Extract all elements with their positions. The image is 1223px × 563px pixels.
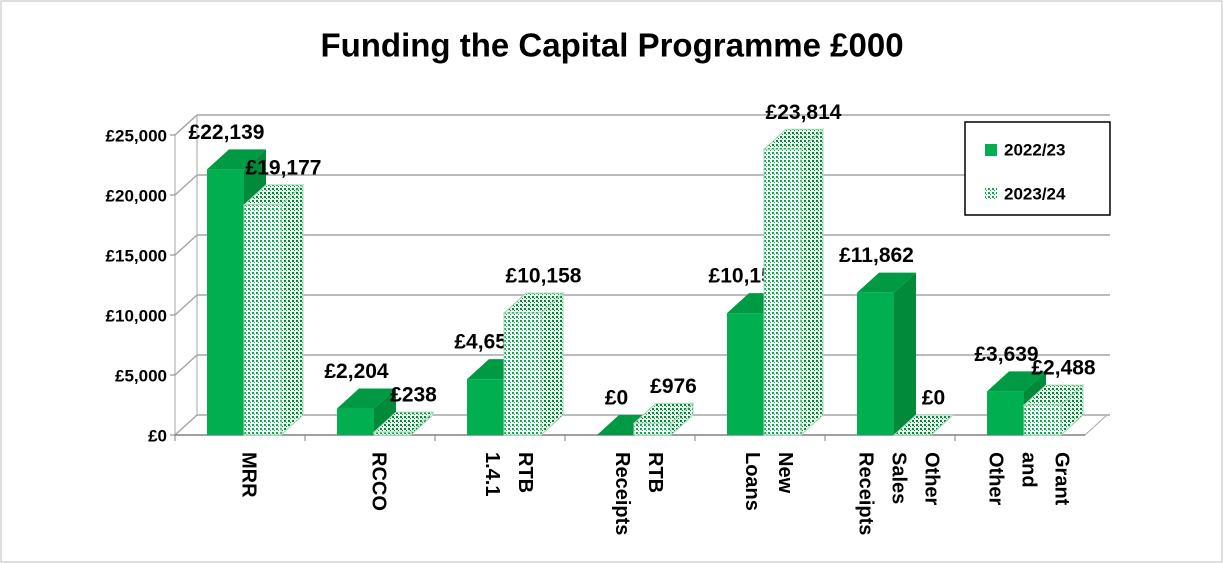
bar-front [207, 169, 244, 435]
bar-side [540, 291, 564, 437]
grid-side [174, 414, 198, 436]
value-label: £22,139 [189, 121, 265, 144]
bar-top [207, 149, 266, 170]
value-label: £238 [390, 384, 437, 407]
x-tick-label: Other Sales Receipts [854, 452, 943, 536]
bar-front [987, 391, 1024, 435]
value-label: £11,862 [839, 244, 914, 267]
legend-label: 2022/23 [1004, 140, 1065, 159]
bar-front [727, 313, 764, 435]
legend-swatch [985, 144, 997, 156]
x-tick-label: MRR [237, 452, 260, 498]
y-tick-label: £15,000 [106, 246, 167, 265]
bar-top [987, 371, 1046, 392]
bar [242, 183, 305, 437]
x-tick-label: New Loans [741, 452, 796, 511]
bar [372, 411, 435, 437]
value-label: £3,639 [974, 343, 1038, 366]
grid-line [174, 174, 1110, 196]
bar-top [337, 388, 396, 409]
bar [632, 402, 695, 437]
value-label: £23,814 [766, 101, 842, 124]
value-label: £976 [650, 375, 697, 398]
value-label: £2,488 [1031, 357, 1096, 380]
value-label: £2,204 [324, 360, 389, 383]
bar [762, 128, 825, 437]
bar-front [857, 292, 894, 435]
bar-front [633, 422, 672, 436]
bar-side [374, 388, 396, 435]
bar-side [280, 183, 304, 437]
bar-front [763, 148, 802, 436]
grid-line [174, 234, 1110, 256]
y-tick-label: £10,000 [106, 306, 167, 325]
value-label: £19,177 [246, 156, 322, 179]
value-label: £0 [605, 387, 628, 410]
grid-line [174, 294, 1110, 316]
bar [857, 272, 916, 435]
bar [337, 388, 396, 435]
value-label: £10,158 [506, 265, 582, 288]
y-tick-label: £0 [148, 426, 167, 445]
grid-side [174, 234, 198, 256]
grid-line [174, 354, 1110, 376]
bar-front [337, 408, 374, 435]
bar-top [857, 272, 916, 293]
bar-front [243, 204, 282, 436]
value-label: £0 [922, 387, 945, 410]
bar [502, 291, 565, 437]
y-tick-label: £20,000 [106, 186, 167, 205]
grid-side [174, 354, 198, 376]
bar-side [800, 128, 824, 437]
bar-front [503, 312, 542, 436]
grid-side [174, 294, 198, 316]
y-tick-label: £25,000 [106, 126, 167, 145]
bar [892, 414, 955, 436]
bar-front [1023, 404, 1062, 436]
y-tick-label: £5,000 [115, 366, 167, 385]
legend-label: 2023/24 [1004, 184, 1066, 203]
x-tick-label: RCCO [367, 452, 390, 511]
bar-side [894, 272, 916, 435]
x-tick-label: Grant and Other [984, 452, 1073, 506]
chart-title: Funding the Capital Programme £000 [320, 27, 903, 64]
grid-side [174, 174, 198, 196]
bar-front [467, 379, 504, 435]
bar [1022, 384, 1085, 437]
bar-top [892, 414, 955, 436]
grid-line [174, 114, 1110, 136]
bar-front [373, 431, 412, 436]
x-tick-label: RTB Receipts [611, 452, 666, 536]
x-tick-label: RTB 1.4.1 [481, 452, 536, 497]
grid-side [174, 114, 198, 136]
legend: 2022/23 2023/24 [964, 121, 1111, 216]
legend-swatch [985, 188, 997, 200]
value-label: £4,656 [454, 331, 518, 354]
